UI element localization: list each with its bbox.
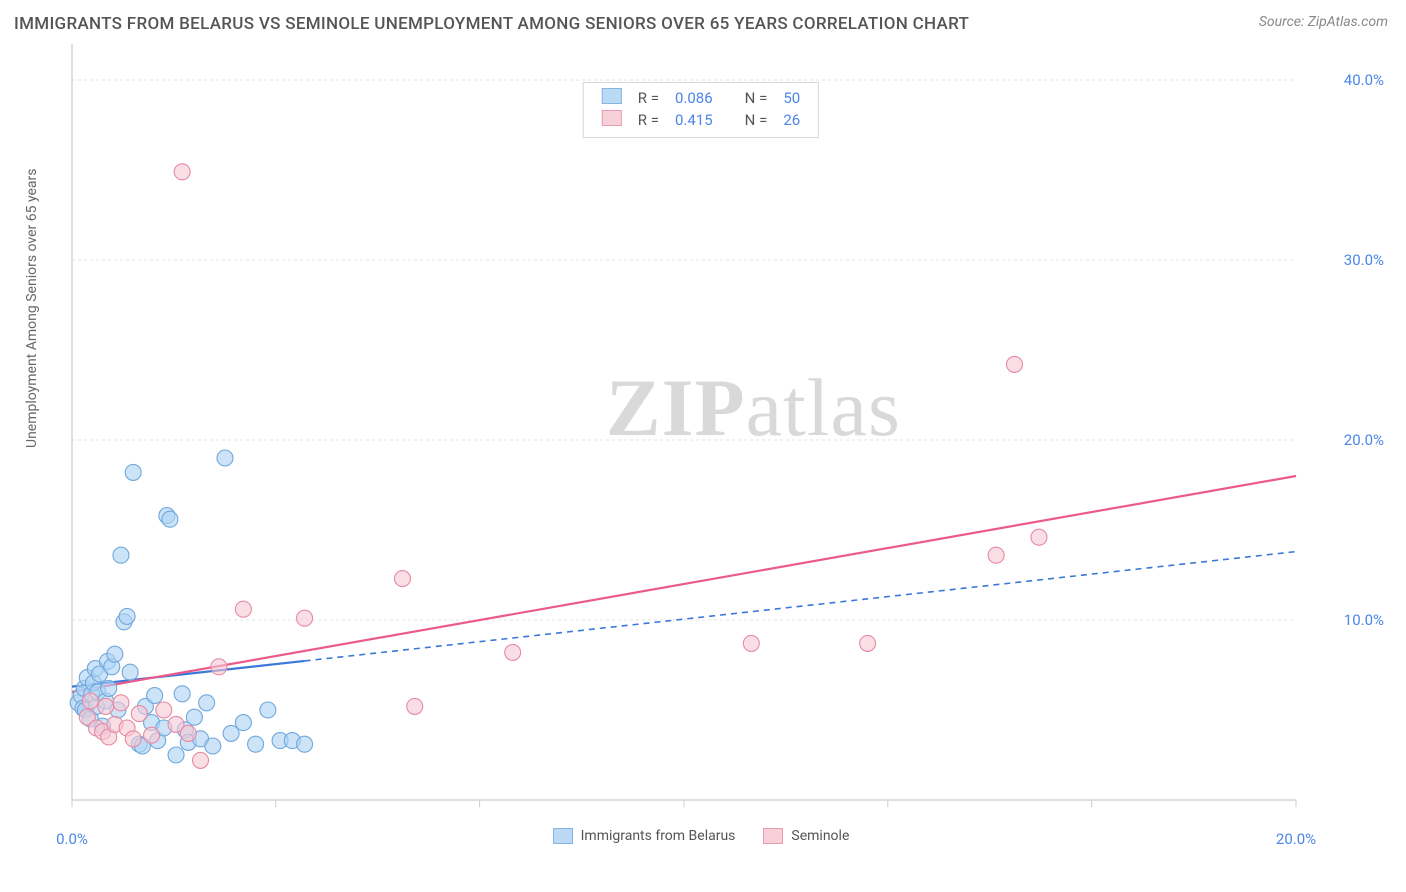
swatch-series-2 bbox=[602, 110, 622, 126]
scatter-plot-svg bbox=[66, 40, 1356, 840]
stats-n-label: N = bbox=[737, 87, 776, 109]
swatch-legend-2 bbox=[763, 828, 783, 844]
legend-label-1: Immigrants from Belarus bbox=[581, 828, 736, 844]
y-tick-label: 10.0% bbox=[1344, 611, 1384, 629]
swatch-legend-1 bbox=[553, 828, 573, 844]
legend-label-2: Seminole bbox=[791, 828, 849, 844]
legend-item-2: Seminole bbox=[763, 828, 849, 844]
source-label: Source: ZipAtlas.com bbox=[1259, 14, 1388, 30]
stats-r-value-1: 0.086 bbox=[667, 87, 721, 109]
stats-row-series-2: R = 0.415 N = 26 bbox=[594, 109, 808, 131]
legend-item-1: Immigrants from Belarus bbox=[553, 828, 736, 844]
stats-r-label: R = bbox=[630, 109, 667, 131]
swatch-series-1 bbox=[602, 88, 622, 104]
y-tick-label: 20.0% bbox=[1344, 431, 1384, 449]
stats-row-series-1: R = 0.086 N = 50 bbox=[594, 87, 808, 109]
bottom-legend: Immigrants from Belarus Seminole bbox=[46, 828, 1356, 844]
chart-title: IMMIGRANTS FROM BELARUS VS SEMINOLE UNEM… bbox=[14, 14, 969, 34]
stats-r-value-2: 0.415 bbox=[667, 109, 721, 131]
y-axis-label: Unemployment Among Seniors over 65 years bbox=[24, 169, 40, 449]
y-tick-label: 30.0% bbox=[1344, 251, 1384, 269]
stats-n-value-1: 50 bbox=[775, 87, 808, 109]
plot-area: Unemployment Among Seniors over 65 years… bbox=[46, 40, 1356, 840]
stats-n-value-2: 26 bbox=[775, 109, 808, 131]
y-tick-label: 40.0% bbox=[1344, 71, 1384, 89]
stats-n-label: N = bbox=[737, 109, 776, 131]
stats-r-label: R = bbox=[630, 87, 667, 109]
stats-legend: R = 0.086 N = 50 R = 0.415 N = 26 bbox=[583, 82, 819, 138]
